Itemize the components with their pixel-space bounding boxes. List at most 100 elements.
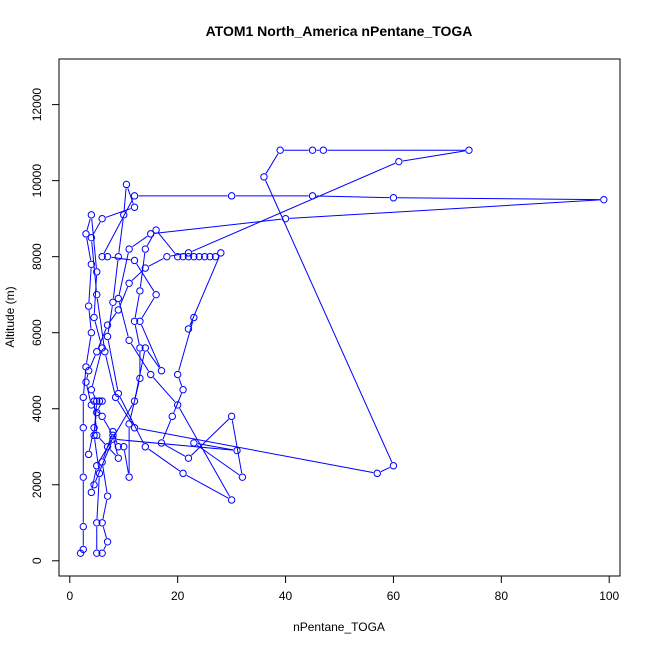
data-point	[179, 252, 187, 261]
data-point	[600, 195, 608, 204]
plot-area	[58, 58, 621, 577]
series-segment	[96, 477, 100, 519]
data-point	[130, 317, 139, 326]
data-point	[93, 431, 101, 440]
data-point	[389, 462, 398, 470]
data-point	[260, 173, 268, 181]
data-point	[179, 469, 187, 478]
series-segment	[102, 499, 108, 519]
x-axis: 0 20 40 60 80 100	[66, 575, 620, 603]
series-segment	[191, 162, 396, 252]
data-point	[103, 443, 112, 451]
data-point	[147, 230, 155, 238]
series-segment	[179, 408, 231, 497]
data-point	[173, 401, 182, 409]
series-segment	[86, 336, 92, 364]
data-point	[109, 298, 117, 306]
series-segment	[119, 286, 129, 307]
data-point	[184, 249, 193, 257]
data-point	[103, 538, 112, 546]
data-point	[114, 454, 123, 462]
data-point	[120, 443, 128, 451]
data-point	[87, 386, 96, 394]
data-point	[109, 435, 117, 443]
series-segment	[158, 232, 176, 254]
series-segment	[103, 199, 134, 254]
series-segment	[92, 221, 101, 235]
series-segment	[134, 325, 140, 345]
data-point	[103, 332, 112, 341]
series-segment	[141, 297, 155, 319]
series-segment	[88, 310, 92, 329]
series-segment	[173, 393, 183, 413]
data-point	[136, 287, 144, 295]
x-tick-label: 60	[387, 589, 401, 603]
data-point	[101, 348, 109, 356]
data-point	[98, 214, 106, 223]
data-point	[79, 424, 87, 432]
data-point	[114, 294, 123, 303]
data-point	[87, 211, 96, 219]
data-point	[125, 473, 133, 481]
data-point	[120, 211, 128, 219]
data-point	[93, 462, 101, 470]
data-point	[82, 378, 90, 386]
data-point	[125, 245, 133, 253]
x-tick-label: 80	[495, 589, 509, 603]
series-segment	[148, 448, 181, 472]
series-segment	[265, 180, 393, 463]
series-segment	[86, 237, 92, 261]
series-segment	[196, 444, 240, 476]
data-point	[90, 481, 98, 489]
data-point	[79, 393, 87, 402]
series-segment	[123, 188, 127, 211]
series-segment	[146, 233, 155, 246]
data-point	[190, 313, 198, 322]
data-point	[98, 458, 106, 466]
data-point	[93, 348, 101, 356]
series-segment	[197, 443, 234, 451]
data-point	[90, 397, 98, 405]
series-segment	[138, 427, 374, 474]
data-point	[109, 431, 117, 440]
data-point	[152, 290, 160, 299]
series-segment	[94, 439, 100, 470]
data-point	[109, 427, 117, 436]
data-point	[190, 252, 198, 261]
series-segment	[86, 385, 91, 402]
data-point	[130, 192, 139, 200]
series-segment	[94, 321, 102, 345]
data-point	[141, 344, 150, 352]
data-point	[130, 203, 139, 211]
data-point	[195, 252, 203, 261]
data-point	[136, 317, 144, 326]
data-point	[93, 290, 101, 299]
data-point	[103, 321, 112, 329]
series-segment	[127, 188, 134, 204]
series-segment	[162, 419, 172, 440]
data-point	[87, 488, 96, 497]
data-point	[276, 146, 284, 154]
data-point	[163, 252, 171, 261]
series-segment	[95, 442, 112, 482]
data-point	[141, 245, 150, 253]
data-point	[98, 549, 106, 557]
series-segment	[178, 321, 194, 371]
data-point	[95, 469, 104, 478]
data-point	[227, 496, 236, 504]
data-point	[93, 408, 101, 417]
series-segment	[397, 197, 600, 201]
data-point	[147, 370, 155, 379]
data-point	[90, 431, 98, 440]
data-point	[173, 252, 182, 261]
series-segment	[132, 235, 148, 248]
data-point	[319, 146, 328, 154]
data-point	[93, 549, 101, 557]
data-point	[173, 370, 182, 379]
y-axis: 0 2000 4000 6000 8000 10000 12000	[30, 88, 60, 564]
data-point	[152, 226, 160, 234]
data-point	[98, 397, 106, 405]
series-segment	[91, 351, 102, 386]
data-point	[157, 439, 166, 447]
